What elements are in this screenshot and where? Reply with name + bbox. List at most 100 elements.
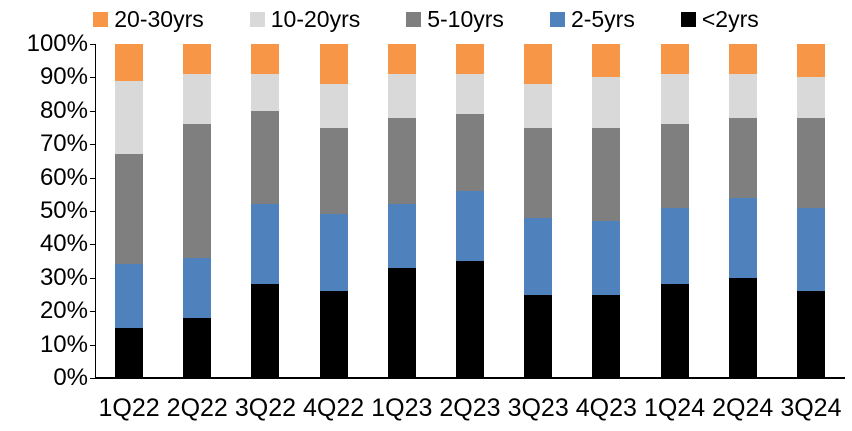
legend-item: <2yrs <box>680 6 759 33</box>
y-axis-tick <box>90 211 95 212</box>
bar-segment-10-20yrs <box>660 74 689 125</box>
bar-segment-<2yrs <box>387 267 416 378</box>
x-axis-label-3Q24: 3Q24 <box>780 394 842 422</box>
bar-segment-10-20yrs <box>115 80 144 155</box>
x-axis-label-2Q23: 2Q23 <box>439 394 501 422</box>
bar-segment-10-20yrs <box>251 74 280 111</box>
bar-segment-2-5yrs <box>319 214 348 292</box>
bar-segment-<2yrs <box>251 284 280 378</box>
y-axis-tick-label: 60% <box>39 163 88 191</box>
bar-segment-2-5yrs <box>115 264 144 328</box>
y-axis-tick <box>90 77 95 79</box>
bar-segment-5-10yrs <box>387 117 416 205</box>
legend-swatch-icon <box>549 12 565 27</box>
bar-segment-<2yrs <box>524 294 553 378</box>
legend-item: 20-30yrs <box>93 6 204 33</box>
bar-4Q23 <box>592 44 621 378</box>
bar-segment-20-30yrs <box>456 44 484 75</box>
plot-area <box>95 44 845 378</box>
bar-segment-10-20yrs <box>728 74 757 118</box>
y-axis-tick <box>90 244 95 246</box>
bar-segment-20-30yrs <box>796 44 825 78</box>
bar-1Q24 <box>660 44 689 378</box>
y-axis-tick <box>90 344 95 346</box>
bar-segment-2-5yrs <box>524 217 553 295</box>
bar-segment-20-30yrs <box>592 44 621 78</box>
bar-segment-<2yrs <box>592 294 621 378</box>
bar-segment-2-5yrs <box>796 207 825 292</box>
y-axis-tick-label: 80% <box>39 96 88 124</box>
bar-segment-<2yrs <box>456 261 484 378</box>
y-axis-tick-label: 50% <box>39 197 88 224</box>
x-axis-label-3Q23: 3Q23 <box>507 394 569 422</box>
bar-segment-2-5yrs <box>728 197 757 278</box>
bar-segment-<2yrs <box>796 291 825 378</box>
x-axis-label-1Q23: 1Q23 <box>371 394 433 422</box>
legend-swatch-icon <box>406 12 422 27</box>
bar-3Q24 <box>796 44 825 378</box>
bar-segment-10-20yrs <box>592 77 621 128</box>
bar-2Q23 <box>456 44 484 378</box>
bar-4Q22 <box>319 44 348 378</box>
bar-segment-10-20yrs <box>796 77 825 118</box>
bar-segment-2-5yrs <box>592 221 621 295</box>
y-axis-tick-label: 20% <box>39 297 88 325</box>
bar-segment-20-30yrs <box>115 44 144 81</box>
bar-segment-20-30yrs <box>728 44 757 75</box>
bar-segment-10-20yrs <box>524 84 553 128</box>
bar-segment-2-5yrs <box>387 204 416 268</box>
bar-segment-5-10yrs <box>456 114 484 191</box>
bar-segment-10-20yrs <box>387 74 416 118</box>
bar-segment-5-10yrs <box>183 124 212 258</box>
bar-segment-<2yrs <box>319 291 348 378</box>
y-axis-tick <box>90 144 95 146</box>
bar-3Q23 <box>524 44 553 378</box>
legend-item: 2-5yrs <box>549 6 635 33</box>
y-axis-tick <box>90 44 95 45</box>
bar-segment-5-10yrs <box>524 127 553 218</box>
bar-segment-20-30yrs <box>660 44 689 75</box>
y-axis-tick <box>90 110 95 112</box>
bar-segment-2-5yrs <box>251 204 280 285</box>
x-axis-label-4Q22: 4Q22 <box>303 394 365 422</box>
bar-segment-<2yrs <box>728 277 757 378</box>
y-axis-tick-label: 0% <box>53 364 88 391</box>
bar-segment-5-10yrs <box>728 117 757 198</box>
x-axis-label-2Q24: 2Q24 <box>712 394 774 422</box>
bar-segment-<2yrs <box>660 284 689 378</box>
bar-segment-5-10yrs <box>660 124 689 208</box>
y-axis-tick-label: 90% <box>39 63 88 91</box>
legend-item: 10-20yrs <box>249 6 361 33</box>
y-axis-tick-label: 40% <box>39 230 88 258</box>
bar-2Q22 <box>183 44 212 378</box>
bar-segment-20-30yrs <box>251 44 280 75</box>
bar-1Q22 <box>115 44 144 378</box>
legend-item-label: 10-20yrs <box>270 6 361 32</box>
bar-2Q24 <box>728 44 757 378</box>
y-axis-tick-label: 10% <box>39 330 88 358</box>
bar-segment-2-5yrs <box>183 257 212 318</box>
bar-segment-20-30yrs <box>183 44 212 75</box>
bar-segment-20-30yrs <box>319 44 348 85</box>
legend-item-label: 2-5yrs <box>570 6 635 32</box>
legend-swatch-icon <box>680 12 696 27</box>
y-axis-tick <box>90 277 95 279</box>
y-axis-tick-label: 30% <box>39 263 88 291</box>
y-axis-tick-label: 70% <box>39 130 88 158</box>
bar-segment-5-10yrs <box>592 127 621 222</box>
bar-segment-5-10yrs <box>796 117 825 208</box>
legend-item-label: 5-10yrs <box>427 6 504 32</box>
bar-segment-5-10yrs <box>251 110 280 205</box>
chart-legend: 20-30yrs 10-20yrs 5-10yrs 2-5yrs <2yrs <box>0 6 852 33</box>
x-axis-label-1Q22: 1Q22 <box>98 394 160 422</box>
bar-segment-2-5yrs <box>660 207 689 285</box>
y-axis-line <box>95 44 96 379</box>
legend-item-label: 20-30yrs <box>114 6 204 32</box>
x-axis-label-1Q24: 1Q24 <box>643 394 706 422</box>
x-axis-label-3Q22: 3Q22 <box>234 394 297 422</box>
bar-segment-10-20yrs <box>183 74 212 125</box>
y-axis-tick <box>90 177 95 179</box>
bar-3Q22 <box>251 44 280 378</box>
bar-1Q23 <box>387 44 416 378</box>
